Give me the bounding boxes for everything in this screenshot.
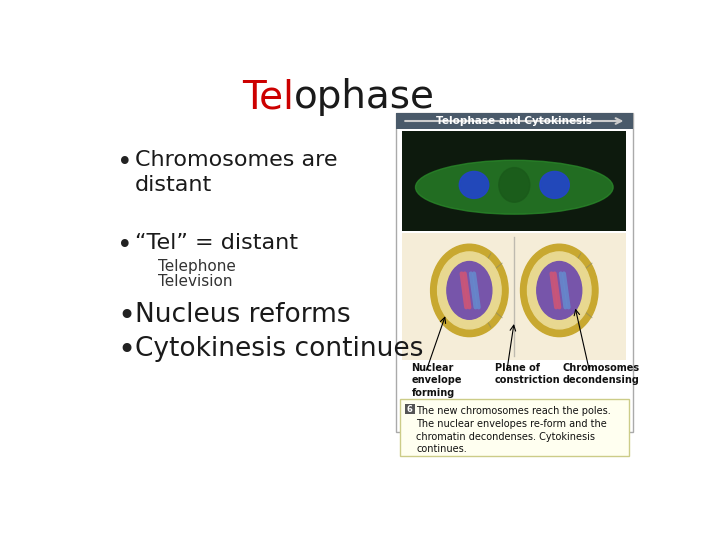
Ellipse shape: [431, 244, 508, 336]
Text: Chromosomes
decondensing: Chromosomes decondensing: [563, 363, 640, 385]
Text: “Tel” = distant: “Tel” = distant: [135, 233, 298, 253]
Ellipse shape: [415, 160, 613, 214]
Text: Telophase and Cytokinesis: Telophase and Cytokinesis: [436, 116, 593, 126]
FancyBboxPatch shape: [402, 131, 626, 231]
Ellipse shape: [540, 171, 570, 198]
Text: Tel: Tel: [242, 78, 294, 116]
Text: Nuclear
envelope
forming: Nuclear envelope forming: [412, 363, 462, 397]
Text: Chromosomes are
distant: Chromosomes are distant: [135, 150, 338, 195]
Ellipse shape: [447, 261, 492, 319]
Text: ophase: ophase: [294, 78, 435, 116]
Ellipse shape: [499, 167, 530, 202]
Text: The new chromosomes reach the poles.
The nuclear envelopes re-form and the
chrom: The new chromosomes reach the poles. The…: [416, 406, 611, 454]
Ellipse shape: [537, 261, 582, 319]
Ellipse shape: [521, 244, 598, 336]
Text: Television: Television: [158, 274, 233, 289]
Text: •: •: [117, 302, 135, 331]
Text: 6: 6: [407, 405, 413, 414]
FancyBboxPatch shape: [396, 112, 632, 130]
FancyBboxPatch shape: [396, 112, 632, 432]
Text: Plane of
constriction: Plane of constriction: [495, 363, 561, 385]
Text: •: •: [117, 150, 132, 176]
FancyBboxPatch shape: [402, 233, 626, 360]
FancyBboxPatch shape: [405, 404, 415, 414]
Ellipse shape: [528, 252, 591, 329]
FancyBboxPatch shape: [400, 399, 629, 456]
Text: Nucleus reforms: Nucleus reforms: [135, 302, 351, 328]
Text: Cytokinesis continues: Cytokinesis continues: [135, 336, 423, 362]
Text: •: •: [117, 233, 132, 259]
Ellipse shape: [459, 171, 489, 198]
Ellipse shape: [438, 252, 501, 329]
Text: Telephone: Telephone: [158, 259, 236, 274]
Text: •: •: [117, 336, 135, 365]
